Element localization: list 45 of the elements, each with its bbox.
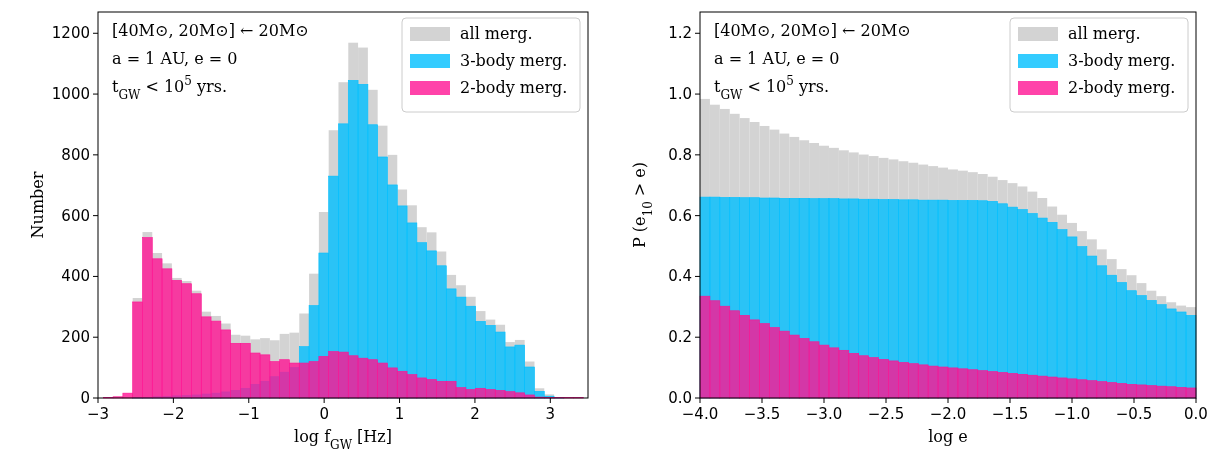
annotation: [40M⊙, 20M⊙] ← 20M⊙ <box>112 21 309 40</box>
legend-label: all merg. <box>1068 24 1141 43</box>
y-tick-label: 0 <box>80 389 90 407</box>
y-axis-title: Number <box>28 171 47 239</box>
x-axis-title: log e <box>928 427 968 446</box>
x-tick-label: −2.0 <box>929 405 967 423</box>
x-tick-label: 3 <box>545 405 556 423</box>
annotation: a = 1 AU, e = 0 <box>112 49 238 68</box>
x-tick-label: −2 <box>162 405 185 423</box>
x-tick-label: 1 <box>394 405 405 423</box>
x-tick-label: −0.5 <box>1115 405 1153 423</box>
x-tick-label: 0 <box>319 405 329 423</box>
y-tick-label: 200 <box>61 328 90 347</box>
legend-label: 2-body merg. <box>1068 78 1176 97</box>
x-tick-label: −1.5 <box>991 405 1029 423</box>
x-tick-label: 2 <box>470 405 480 423</box>
x-tick-label: −4.0 <box>681 405 719 423</box>
y-tick-label: 800 <box>61 145 90 164</box>
y-tick-label: 1200 <box>51 24 90 43</box>
annotation: [40M⊙, 20M⊙] ← 20M⊙ <box>714 21 911 40</box>
y-tick-label: 1.2 <box>668 24 692 43</box>
x-axis-title: log f$_{GW}$ [Hz] <box>294 427 392 452</box>
legend-label: 3-body merg. <box>1068 51 1176 70</box>
y-tick-label: 1.0 <box>668 85 692 104</box>
y-tick-label: 0.0 <box>668 389 692 407</box>
x-tick-label: 0.0 <box>1184 405 1208 423</box>
x-tick-label: −3.5 <box>743 405 781 423</box>
y-tick-label: 0.8 <box>668 145 692 164</box>
annotation: t$_{GW}$ < 10$^{5}$ yrs. <box>112 74 228 102</box>
y-tick-label: 0.2 <box>668 328 692 347</box>
y-tick-label: 600 <box>61 206 90 225</box>
annotation: a = 1 AU, e = 0 <box>714 49 840 68</box>
annotation: t$_{GW}$ < 10$^{5}$ yrs. <box>714 74 830 102</box>
y-tick-label: 400 <box>61 267 90 286</box>
x-tick-label: −1 <box>237 405 260 423</box>
y-tick-label: 0.4 <box>668 267 692 286</box>
x-tick-label: −3.0 <box>805 405 843 423</box>
y-tick-label: 1000 <box>51 85 90 104</box>
legend-label: 3-body merg. <box>460 51 568 70</box>
x-tick-label: −2.5 <box>867 405 905 423</box>
x-tick-label: −3 <box>86 405 110 423</box>
x-tick-label: −1.0 <box>1053 405 1091 423</box>
legend-label: all merg. <box>460 24 533 43</box>
legend-label: 2-body merg. <box>460 78 568 97</box>
y-tick-label: 0.6 <box>668 206 692 225</box>
